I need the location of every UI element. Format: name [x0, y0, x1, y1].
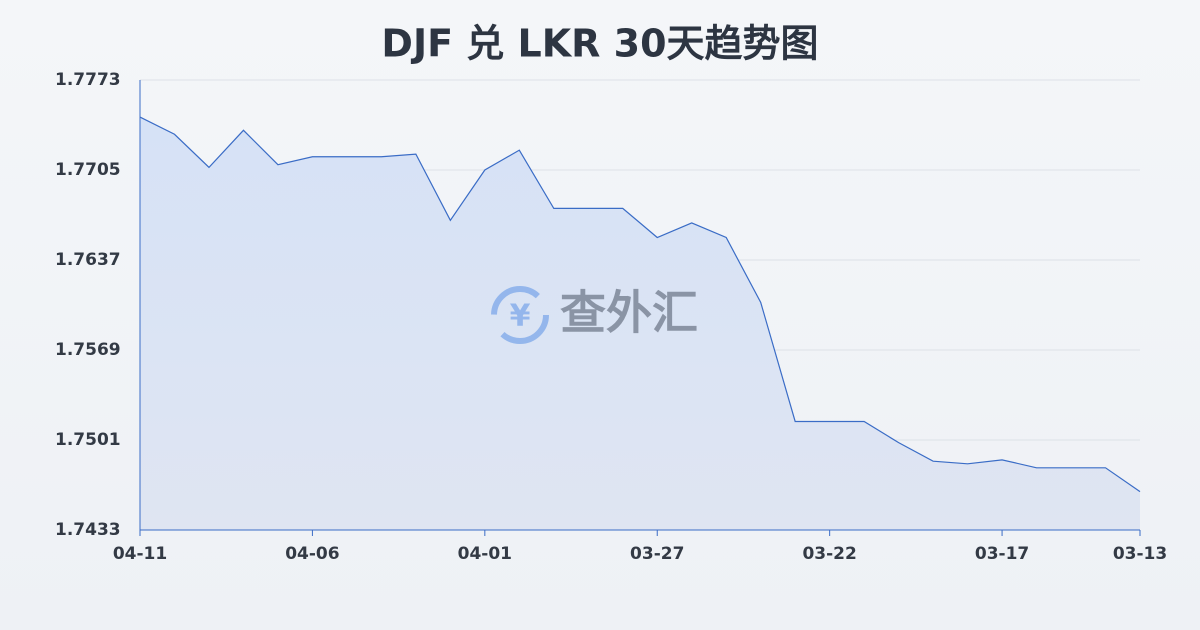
x-tick-label: 03-17: [975, 544, 1029, 564]
watermark-text: 查外汇: [560, 286, 698, 340]
x-tick-label: 04-11: [113, 544, 167, 564]
watermark: ¥ 查外汇: [491, 286, 698, 344]
watermark-icon: [491, 286, 549, 344]
x-tick-label: 03-27: [630, 544, 684, 564]
area-fill: [140, 117, 1140, 530]
y-tick-label: 1.7773: [55, 70, 121, 90]
y-tick-label: 1.7501: [55, 430, 121, 450]
x-tick-label: 03-13: [1113, 544, 1167, 564]
x-tick-label: 04-01: [458, 544, 512, 564]
y-tick-label: 1.7569: [55, 340, 121, 360]
chart-title: DJF 兑 LKR 30天趋势图: [381, 22, 818, 66]
x-tick-label: 04-06: [285, 544, 339, 564]
y-tick-label: 1.7433: [55, 520, 121, 540]
y-tick-label: 1.7705: [55, 160, 121, 180]
x-tick-label: 03-22: [802, 544, 856, 564]
line: [139, 116, 1141, 493]
y-tick-label: 1.7637: [55, 250, 121, 270]
watermark-icon-symbol: ¥: [510, 299, 531, 334]
